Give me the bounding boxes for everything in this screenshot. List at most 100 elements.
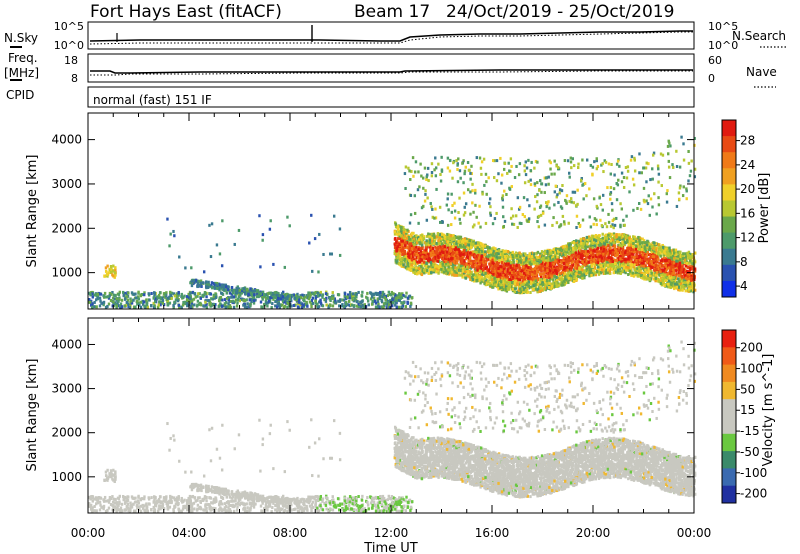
freq-tick-top: 18 (64, 54, 78, 67)
power-cell (564, 263, 567, 267)
power-cell (394, 293, 397, 297)
power-cell (386, 294, 390, 298)
power-cell (302, 296, 306, 300)
power-cell (214, 293, 217, 297)
power-cell (99, 292, 103, 296)
power-cell (305, 300, 308, 304)
power-cell (96, 292, 100, 296)
power-cell (91, 302, 94, 306)
power-cell (537, 270, 540, 274)
power-cell (208, 303, 212, 307)
power-cell (537, 265, 541, 269)
power-cell (563, 282, 566, 286)
power-cell (626, 260, 630, 264)
power-cell (522, 289, 526, 293)
power-cell (348, 290, 352, 294)
power-cell (565, 255, 569, 259)
power-cell (415, 234, 418, 238)
power-cell (508, 268, 512, 272)
power-cell (400, 296, 404, 300)
power-cell (577, 246, 581, 250)
power-cell (402, 251, 405, 255)
nave-tick-bottom: 0 (708, 72, 715, 85)
power-cell (402, 258, 405, 262)
power-cell (296, 300, 299, 304)
power-cell (252, 296, 255, 300)
power-cell (630, 240, 633, 244)
power-cell (360, 294, 364, 298)
power-cell (411, 255, 414, 259)
power-cell (478, 253, 481, 257)
power-cell (299, 296, 303, 300)
power-cell (413, 245, 416, 249)
power-cell (632, 253, 635, 257)
power-cell (282, 306, 286, 310)
power-cell (466, 248, 470, 252)
power-cell (376, 297, 380, 301)
power-cell (514, 251, 518, 255)
power-cell (681, 261, 684, 265)
power-cell (198, 283, 202, 287)
power-cell (665, 267, 669, 271)
power-cell (606, 257, 609, 261)
power-cell (472, 262, 476, 266)
power-cell (306, 304, 309, 308)
power-cell (357, 305, 360, 309)
power-cell (391, 304, 394, 308)
power-cell (529, 271, 533, 275)
power-cell (89, 291, 93, 295)
power-cell (107, 271, 110, 275)
power-cell (243, 288, 246, 292)
power-cell (517, 288, 521, 292)
power-cell (613, 241, 616, 245)
power-cell (102, 300, 106, 304)
power-cell (283, 294, 286, 298)
power-cell (567, 281, 570, 285)
power-cell (261, 297, 264, 301)
power-cell (366, 296, 369, 300)
power-cell (249, 287, 252, 291)
power-cell (109, 298, 113, 302)
power-cell (636, 237, 639, 241)
power-cell (323, 298, 326, 302)
power-cell (664, 283, 668, 287)
power-cell (166, 303, 169, 307)
power-cell (380, 305, 384, 309)
power-cell (419, 249, 422, 253)
power-heatmap-cells (88, 135, 697, 310)
power-cell (442, 241, 446, 245)
power-cell (181, 295, 185, 299)
power-cell (283, 304, 287, 308)
power-cell (575, 272, 578, 276)
power-cell (274, 304, 277, 308)
power-cell (473, 269, 477, 273)
power-cell (363, 303, 366, 307)
power-cell (346, 295, 349, 299)
power-cell (412, 231, 415, 235)
power-cell (329, 303, 332, 307)
power-cell (242, 303, 245, 307)
power-cell (527, 257, 530, 261)
power-cell (161, 299, 165, 303)
power-cell (491, 277, 494, 281)
power-cell (618, 248, 621, 252)
power-cell (650, 259, 653, 263)
power-cell (629, 272, 632, 276)
power-cell (204, 300, 207, 304)
power-cell (96, 294, 100, 298)
power-cell (238, 299, 242, 303)
power-cell (111, 296, 115, 300)
power-cell (281, 297, 285, 301)
power-cell (220, 291, 224, 295)
power-cell (573, 270, 577, 274)
power-cell (429, 247, 432, 251)
power-cell (660, 261, 663, 265)
power-cell (114, 293, 117, 297)
power-cell (201, 293, 204, 297)
power-cell (417, 252, 420, 256)
power-cell (242, 287, 246, 291)
power-cell (228, 289, 231, 293)
power-cell (225, 300, 228, 304)
power-cell (224, 305, 227, 309)
power-cell (237, 295, 241, 299)
